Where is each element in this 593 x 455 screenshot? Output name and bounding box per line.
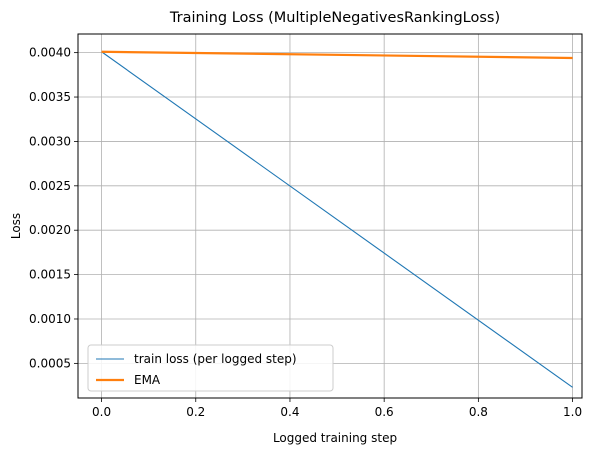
y-axis-label: Loss (9, 213, 23, 239)
x-tick-label: 0.8 (469, 405, 488, 419)
x-tick-label: 0.2 (186, 405, 205, 419)
x-axis-label: Logged training step (273, 431, 397, 445)
series-line-ema (101, 50, 573, 60)
grid (78, 34, 582, 398)
y-axis: 0.0005 0.0010 0.0015 0.0020 0.0025 0.0030 0.00… (29, 46, 78, 370)
y-tick-label: 0.0015 (29, 268, 71, 282)
y-tick-label: 0.0035 (29, 90, 71, 104)
x-tick-label: 0.0 (92, 405, 111, 419)
y-tick-label: 0.0040 (29, 46, 71, 60)
y-tick-label: 0.0030 (29, 134, 71, 148)
x-tick-label: 0.6 (375, 405, 394, 419)
legend-box (87, 344, 334, 392)
x-axis: 0.0 0.2 0.4 0.6 0.8 1.0 (92, 398, 582, 419)
legend: train loss (per logged step) EMA (87, 344, 334, 392)
y-tick-label: 0.0005 (29, 356, 71, 370)
x-tick-label: 1.0 (563, 405, 582, 419)
legend-label: train loss (per logged step) (134, 352, 297, 366)
chart-title: Training Loss (MultipleNegativesRankingL… (169, 10, 500, 26)
series-layer (101, 50, 573, 388)
y-tick-label: 0.0025 (29, 179, 71, 193)
legend-label: EMA (134, 373, 161, 387)
y-tick-label: 0.0010 (29, 312, 71, 326)
series-line-train-loss (101, 51, 573, 388)
plot-frame (77, 33, 583, 399)
y-tick-label: 0.0020 (29, 223, 71, 237)
x-tick-label: 0.4 (280, 405, 299, 419)
